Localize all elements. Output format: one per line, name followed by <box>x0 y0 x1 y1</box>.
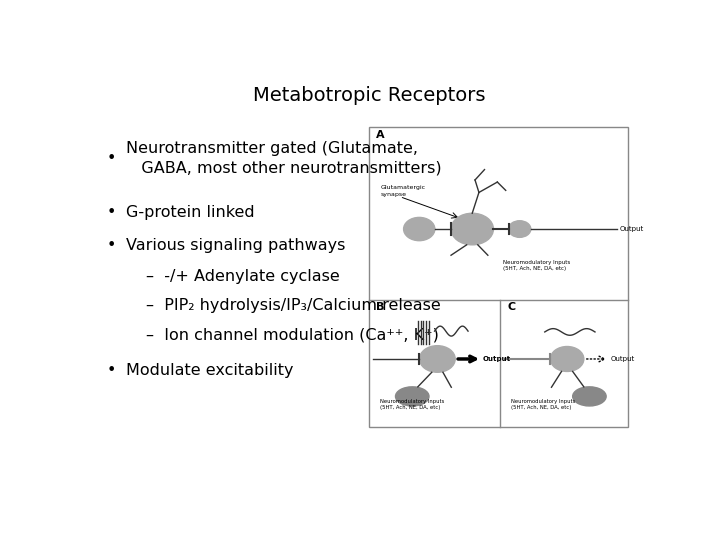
Circle shape <box>445 387 469 406</box>
Text: Various signaling pathways: Various signaling pathways <box>126 238 346 253</box>
Text: –  PIP₂ hydrolysis/IP₃/Calcium release: – PIP₂ hydrolysis/IP₃/Calcium release <box>145 299 441 313</box>
Circle shape <box>420 346 455 372</box>
Ellipse shape <box>395 387 429 406</box>
Text: Glutamatergic
synapse: Glutamatergic synapse <box>380 185 426 197</box>
Text: Metabotropic Receptors: Metabotropic Receptors <box>253 86 485 105</box>
Text: Output: Output <box>611 356 635 362</box>
Text: Neuromodulatory Inputs
(5HT, Ach, NE, DA, etc): Neuromodulatory Inputs (5HT, Ach, NE, DA… <box>380 399 444 410</box>
Circle shape <box>433 255 458 274</box>
Text: Output: Output <box>620 226 644 232</box>
Text: –  -/+ Adenylate cyclase: – -/+ Adenylate cyclase <box>145 269 340 285</box>
Text: A: A <box>377 130 385 139</box>
Circle shape <box>481 255 505 274</box>
Text: •: • <box>107 151 116 166</box>
Circle shape <box>404 218 435 241</box>
Circle shape <box>534 387 558 406</box>
Text: Neuromodulatory Inputs
(5HT, Ach, NE, DA, etc): Neuromodulatory Inputs (5HT, Ach, NE, DA… <box>503 260 570 271</box>
Ellipse shape <box>572 387 606 406</box>
Circle shape <box>508 221 531 238</box>
Text: •: • <box>107 363 116 378</box>
Text: Output: Output <box>483 356 511 362</box>
Text: •: • <box>107 238 116 253</box>
Text: B: B <box>377 302 384 312</box>
Circle shape <box>451 213 493 245</box>
Text: •: • <box>107 205 116 220</box>
Text: Modulate excitability: Modulate excitability <box>126 363 294 378</box>
Text: –  Ion channel modulation (Ca⁺⁺, K⁺): – Ion channel modulation (Ca⁺⁺, K⁺) <box>145 328 438 342</box>
Circle shape <box>550 347 584 372</box>
Text: Neuromodulatory Inputs
(5HT, Ach, NE, DA, etc): Neuromodulatory Inputs (5HT, Ach, NE, DA… <box>511 399 576 410</box>
Bar <box>369 127 629 427</box>
Text: C: C <box>508 302 516 312</box>
Text: G-protein linked: G-protein linked <box>126 205 255 220</box>
Text: Neurotransmitter gated (Glutamate,
   GABA, most other neurotransmitters): Neurotransmitter gated (Glutamate, GABA,… <box>126 141 442 176</box>
